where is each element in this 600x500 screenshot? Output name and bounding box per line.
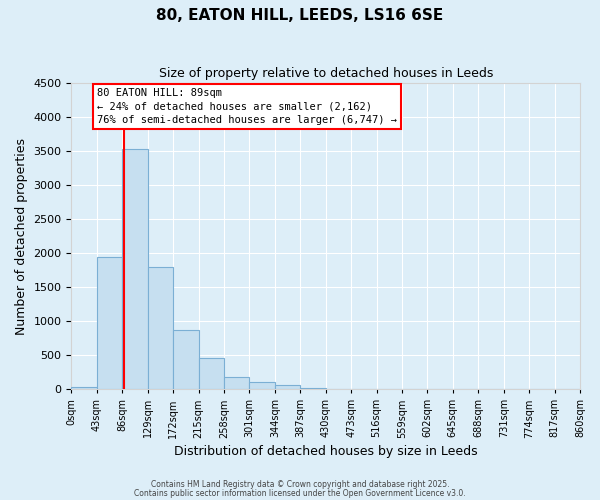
Text: 80 EATON HILL: 89sqm
← 24% of detached houses are smaller (2,162)
76% of semi-de: 80 EATON HILL: 89sqm ← 24% of detached h… — [97, 88, 397, 125]
Bar — [275, 386, 300, 389]
Title: Size of property relative to detached houses in Leeds: Size of property relative to detached ho… — [158, 68, 493, 80]
Y-axis label: Number of detached properties: Number of detached properties — [15, 138, 28, 334]
Bar — [148, 266, 173, 389]
Bar — [300, 388, 326, 389]
Bar — [250, 382, 275, 389]
Bar — [199, 358, 224, 389]
Bar — [224, 377, 250, 389]
Bar — [122, 149, 148, 389]
X-axis label: Distribution of detached houses by size in Leeds: Distribution of detached houses by size … — [174, 444, 478, 458]
Bar — [97, 256, 122, 389]
Bar — [71, 387, 97, 389]
Text: Contains HM Land Registry data © Crown copyright and database right 2025.: Contains HM Land Registry data © Crown c… — [151, 480, 449, 489]
Text: Contains public sector information licensed under the Open Government Licence v3: Contains public sector information licen… — [134, 488, 466, 498]
Text: 80, EATON HILL, LEEDS, LS16 6SE: 80, EATON HILL, LEEDS, LS16 6SE — [157, 8, 443, 22]
Bar — [173, 330, 199, 389]
